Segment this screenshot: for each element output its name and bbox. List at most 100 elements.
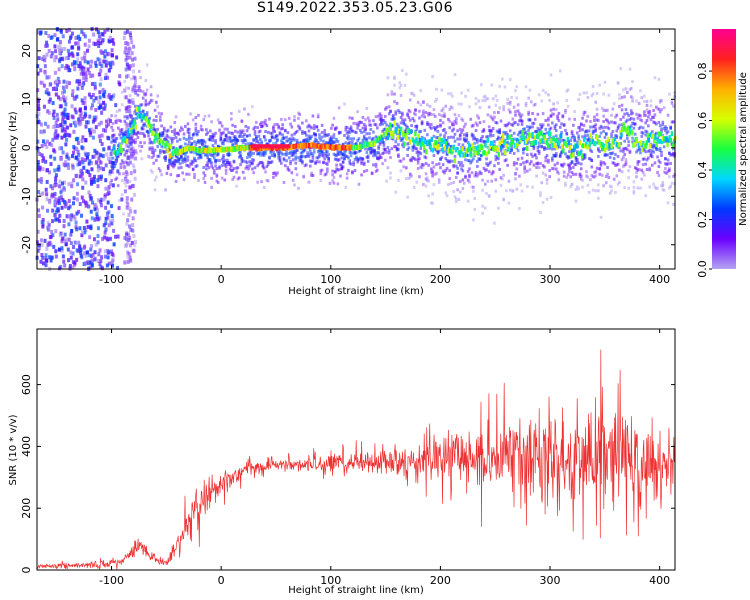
spectrogram-cell — [661, 181, 665, 185]
spectrogram-cell — [473, 146, 477, 150]
snr-x-tick-label: 400 — [649, 574, 670, 587]
spectrogram-cell — [324, 161, 328, 165]
spectrogram-cell — [435, 136, 438, 140]
spectrogram-cell — [111, 138, 115, 142]
spectrogram-cell — [349, 162, 353, 166]
spectrogram-cell — [464, 122, 467, 126]
spectrogram-cell — [168, 148, 171, 152]
spectrogram-cell — [61, 254, 65, 259]
spectrogram-cell — [537, 144, 541, 148]
spectrogram-cell — [466, 178, 470, 182]
spectrogram-cell — [228, 153, 232, 157]
spectrogram-cell — [297, 124, 300, 128]
spectrogram-cell — [493, 143, 496, 147]
spectrogram-cell — [45, 246, 49, 251]
spectrogram-cell — [378, 140, 382, 144]
spectrogram-cell — [489, 134, 492, 138]
spectrogram-cell — [157, 135, 161, 139]
spectrogram-cell — [348, 127, 352, 131]
spectrogram-cell — [657, 131, 660, 137]
spectrogram-cell — [241, 159, 245, 163]
spectrogram-cell — [197, 129, 200, 133]
spectrogram-cell — [570, 130, 574, 134]
spectrogram-cell — [323, 157, 327, 161]
spectrogram-cell — [340, 164, 344, 168]
spectrogram-cell — [487, 129, 491, 133]
spectrogram-cell — [112, 133, 116, 137]
spectrogram-cell — [539, 161, 542, 165]
spectrogram-cell — [386, 146, 390, 150]
spectrogram-cell — [536, 134, 540, 140]
spectrogram-cell — [401, 118, 404, 122]
spectrogram-cell — [648, 185, 651, 189]
spectrogram-cell — [439, 124, 442, 128]
spectrogram-cell — [344, 149, 348, 153]
spectrogram-cell — [336, 139, 340, 143]
spectrogram-cell — [226, 158, 229, 162]
spectrogram-cell — [159, 151, 162, 155]
spectrogram-cell — [36, 163, 40, 168]
spectrogram-cell — [570, 159, 574, 163]
spectrogram-cell — [526, 159, 529, 163]
spectrogram-cell — [355, 151, 358, 155]
spectrogram-cell — [161, 149, 165, 153]
spectrogram-cell — [132, 192, 136, 197]
spectrogram-cell — [506, 133, 509, 137]
spectrogram-cell — [173, 131, 177, 135]
spectrogram-cell — [381, 139, 384, 143]
spectrogram-cell — [233, 141, 237, 145]
spectrogram-cell — [178, 129, 182, 133]
spectrogram-cell — [278, 132, 282, 136]
spectrogram-cell — [419, 103, 423, 107]
spectrogram-cell — [412, 111, 416, 115]
spectrogram-cell — [632, 189, 636, 193]
spectrogram-cell — [156, 145, 159, 149]
spectrogram-cell — [58, 184, 62, 189]
spectrogram-cell — [40, 144, 44, 149]
spectrogram-cell — [169, 173, 173, 177]
spectrogram-cell — [129, 185, 133, 190]
spectrogram-cell — [482, 120, 486, 124]
spectrogram-cell — [47, 34, 51, 39]
spectrogram-cell — [123, 260, 127, 265]
spectrogram-cell — [498, 131, 502, 135]
spectrogram-cell — [407, 176, 411, 180]
spectrogram-cell — [99, 264, 103, 269]
spectrogram-cell — [190, 136, 194, 140]
spectrogram-cell — [570, 132, 574, 136]
spectrogram-cell — [108, 119, 112, 124]
spectrogram-cell — [416, 153, 420, 157]
spectrogram-cell — [85, 156, 89, 161]
spectrogram-cell — [111, 218, 115, 223]
spectrogram-cell — [576, 185, 579, 189]
spectrogram-cell — [418, 157, 421, 161]
spectrogram-cell — [384, 130, 387, 136]
spectrogram-cell — [594, 123, 598, 127]
spectrogram-cell — [236, 138, 240, 142]
spectrogram-cell — [385, 127, 389, 133]
spectrogram-cell — [566, 104, 570, 108]
spectrogram-cell — [565, 89, 569, 93]
spectrogram-cell — [552, 102, 555, 106]
spectrogram-cell — [624, 162, 628, 166]
spectrogram-cell — [130, 51, 134, 56]
spectrogram-cell — [368, 132, 371, 136]
spectrogram-cell — [255, 120, 258, 124]
spectrogram-cell — [124, 160, 128, 164]
spectrogram-cell — [408, 118, 412, 122]
spectrogram-cell — [440, 88, 444, 92]
spectrogram-cell — [101, 87, 105, 92]
spectrogram-cell — [118, 108, 121, 112]
spectrogram-cell — [469, 150, 473, 154]
spectrogram-cell — [130, 121, 133, 125]
spectrogram-cell — [610, 189, 613, 193]
spectrogram-cell — [104, 59, 108, 64]
spectrogram-cell — [635, 167, 638, 171]
spectrogram-cell — [405, 128, 408, 132]
spectrogram-cell — [626, 111, 629, 115]
spectrogram-cell — [362, 134, 366, 138]
spectrogram-cell — [643, 113, 646, 117]
spectrogram-cell — [119, 136, 123, 140]
spectrogram-cell — [111, 128, 115, 132]
spectrogram-cell — [274, 173, 278, 177]
